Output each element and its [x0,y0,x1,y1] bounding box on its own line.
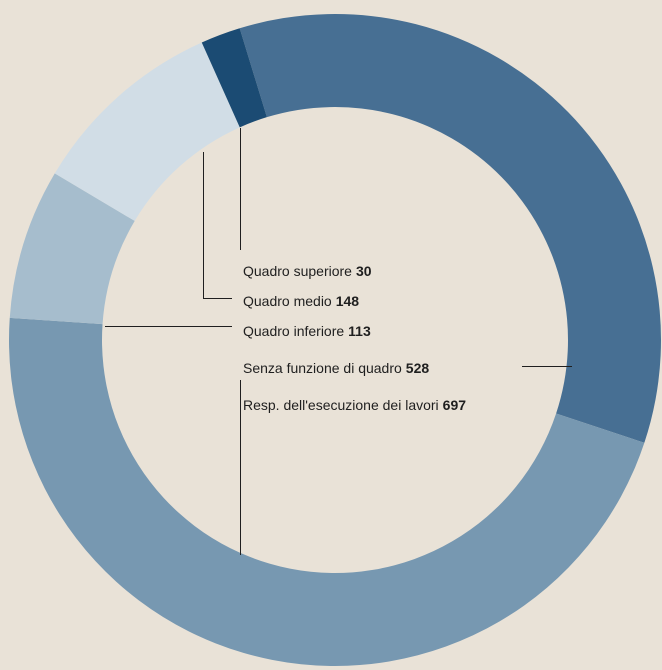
slice-name: Quadro inferiore [243,323,344,339]
slice-name: Quadro medio [243,293,332,309]
slice [201,28,267,128]
slice [9,173,135,325]
slice-label: Quadro inferiore 113 [243,323,371,339]
slice [54,42,240,221]
slice-name: Quadro superiore [243,263,352,279]
slice-name: Resp. dell'esecuzione dei lavori [243,397,439,413]
slice-value: 113 [348,323,371,339]
slice-name: Senza funzione di quadro [243,360,402,376]
slice-label: Senza funzione di quadro 528 [243,360,429,376]
slice-label: Quadro superiore 30 [243,263,372,279]
slice-value: 148 [336,293,360,309]
slices [9,13,661,667]
leader-lines [105,128,572,555]
slice [239,13,661,443]
slice-value: 30 [356,263,372,279]
slice [9,317,645,667]
slice-value: 697 [443,397,467,413]
slice-value: 528 [406,360,430,376]
leader-line [203,152,232,299]
slice-label: Quadro medio 148 [243,293,359,309]
slice-label: Resp. dell'esecuzione dei lavori 697 [243,397,466,413]
